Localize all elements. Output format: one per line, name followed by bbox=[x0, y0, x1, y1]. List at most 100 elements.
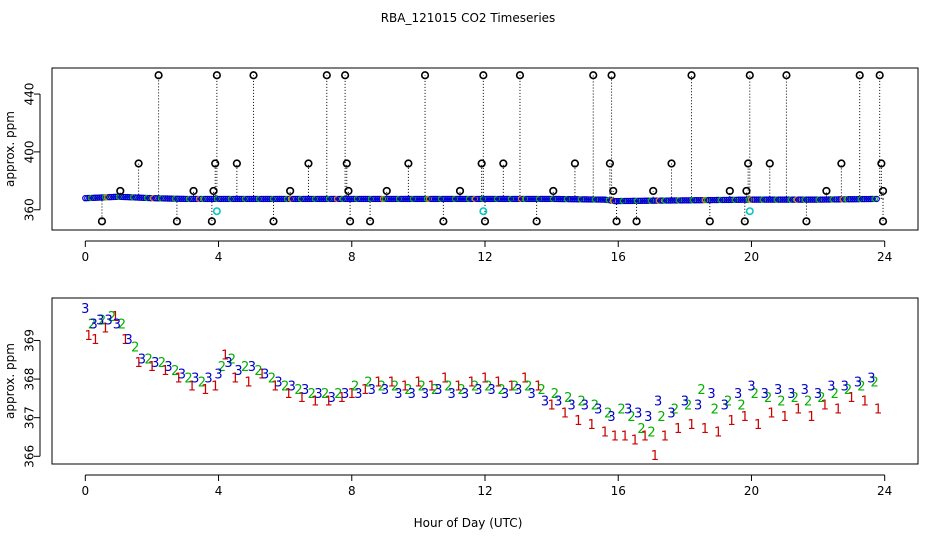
bottom-x-tick-label: 0 bbox=[81, 484, 89, 498]
top-baseline-point bbox=[122, 193, 129, 201]
top-baseline-point bbox=[277, 195, 285, 203]
top-baseline-point bbox=[723, 196, 731, 204]
series-2-point: 2 bbox=[791, 391, 799, 406]
top-baseline-point bbox=[495, 195, 503, 203]
top-baseline-point bbox=[547, 195, 555, 203]
top-baseline-point bbox=[709, 196, 717, 204]
series-1-point: 1 bbox=[874, 402, 882, 417]
top-outlier-point-mid bbox=[342, 159, 351, 168]
top-baseline-point bbox=[683, 197, 691, 204]
top-baseline-point bbox=[787, 196, 794, 203]
top-baseline-point bbox=[757, 196, 764, 203]
top-baseline-point bbox=[653, 197, 661, 204]
top-baseline-point bbox=[481, 195, 489, 203]
top-baseline-point bbox=[675, 197, 683, 204]
series-2-point: 2 bbox=[118, 318, 126, 333]
series-2-point: 2 bbox=[657, 410, 665, 425]
series-1-point: 1 bbox=[701, 422, 709, 437]
series-3-point: 3 bbox=[124, 333, 132, 348]
top-y-tick-label: 360 bbox=[23, 198, 37, 221]
series-2-point: 2 bbox=[108, 310, 116, 325]
series-3-point: 3 bbox=[694, 399, 702, 414]
top-baseline-point bbox=[385, 195, 393, 203]
top-baseline-point bbox=[221, 195, 229, 203]
top-baseline-point bbox=[869, 195, 876, 203]
top-baseline-point bbox=[150, 195, 157, 202]
series-3-point: 3 bbox=[827, 379, 835, 394]
top-baseline-point bbox=[82, 194, 89, 202]
top-baseline-point bbox=[815, 196, 822, 203]
top-baseline-point bbox=[593, 196, 601, 203]
top-baseline-point bbox=[581, 196, 589, 203]
series-2-point: 2 bbox=[817, 391, 825, 406]
series-3-point: 3 bbox=[501, 387, 509, 402]
top-outlier-point-mid bbox=[744, 159, 753, 168]
series-2-point: 2 bbox=[98, 314, 106, 329]
top-baseline-point bbox=[503, 195, 511, 203]
top-baseline-point bbox=[463, 195, 471, 203]
top-baseline-point bbox=[267, 195, 275, 203]
series-3-point: 3 bbox=[354, 387, 362, 402]
series-3-point: 3 bbox=[461, 387, 469, 402]
top-baseline-point bbox=[647, 197, 655, 204]
top-baseline-point bbox=[176, 195, 183, 202]
top-baseline-point bbox=[156, 195, 163, 202]
series-2-point: 2 bbox=[171, 364, 179, 379]
series-2-point: 2 bbox=[591, 399, 599, 414]
top-outlier-point-low bbox=[439, 217, 448, 226]
top-baseline-point bbox=[731, 196, 739, 204]
top-baseline-point bbox=[839, 196, 846, 203]
top-baseline-point bbox=[178, 195, 185, 203]
top-baseline-point bbox=[259, 195, 267, 203]
top-outlier-point-low bbox=[612, 217, 621, 226]
top-baseline-point bbox=[491, 195, 499, 203]
top-baseline-point bbox=[114, 193, 121, 200]
series-2-point: 2 bbox=[431, 383, 439, 398]
bottom-y-tick-label: 369 bbox=[23, 329, 37, 352]
series-2-point: 2 bbox=[308, 387, 316, 402]
top-baseline-point bbox=[821, 196, 828, 203]
top-baseline-point bbox=[285, 195, 293, 203]
top-baseline-point bbox=[243, 195, 251, 203]
top-baseline-point bbox=[186, 195, 193, 203]
top-baseline-point bbox=[106, 193, 113, 201]
top-baseline-point bbox=[104, 194, 111, 201]
series-1-point: 1 bbox=[714, 426, 722, 441]
top-baseline-point bbox=[305, 195, 313, 203]
top-baseline-point bbox=[745, 196, 752, 203]
top-outlier-point-high bbox=[607, 71, 616, 80]
top-baseline-point bbox=[345, 195, 353, 203]
series-3-point: 3 bbox=[224, 356, 232, 371]
series-2-point: 2 bbox=[724, 395, 732, 410]
top-x-tick-label: 4 bbox=[215, 250, 223, 264]
top-baseline-point bbox=[785, 196, 792, 203]
series-3-point: 3 bbox=[514, 383, 522, 398]
series-1-point: 1 bbox=[161, 364, 169, 379]
top-baseline-point bbox=[255, 195, 263, 203]
top-outlier-point-low bbox=[878, 217, 888, 226]
top-baseline-point bbox=[239, 195, 247, 203]
series-3-point: 3 bbox=[151, 356, 159, 371]
top-outlier-point-low-mid bbox=[116, 186, 125, 196]
top-baseline-point bbox=[383, 195, 391, 203]
top-baseline-point bbox=[711, 196, 719, 204]
top-baseline-point bbox=[485, 195, 493, 203]
top-panel: 0 4 8 12 16 20 24 360 400 440 approx. ppm bbox=[3, 67, 919, 264]
top-cyan-point bbox=[745, 207, 754, 216]
top-baseline-point bbox=[247, 195, 255, 203]
series-3-point: 3 bbox=[301, 383, 309, 398]
series-1-point: 1 bbox=[188, 379, 196, 394]
series-1-point: 1 bbox=[641, 429, 649, 444]
series-2-point: 2 bbox=[418, 379, 426, 394]
top-outlier-point-low bbox=[346, 217, 355, 226]
top-baseline-point bbox=[273, 195, 281, 203]
top-baseline-point bbox=[685, 197, 693, 204]
top-baseline-point bbox=[325, 195, 333, 203]
series-3-point: 3 bbox=[214, 368, 222, 383]
top-baseline-point bbox=[297, 195, 305, 203]
top-baseline-point bbox=[353, 195, 361, 203]
top-baseline-point bbox=[539, 195, 547, 203]
top-baseline-point bbox=[427, 195, 435, 203]
top-outlier-point-high bbox=[249, 71, 258, 80]
top-baseline-point bbox=[671, 197, 679, 204]
